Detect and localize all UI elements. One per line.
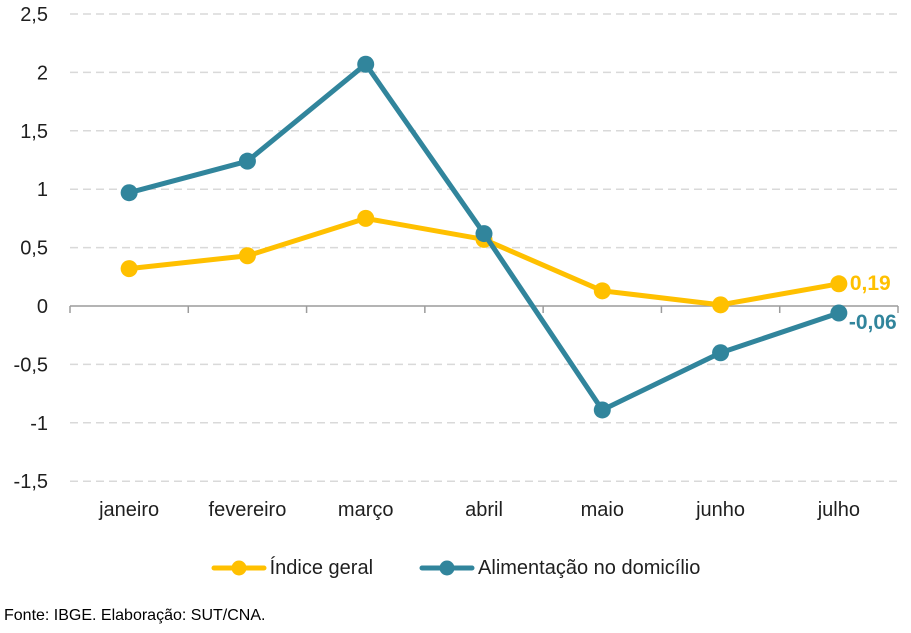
data-point	[357, 55, 375, 73]
chart-legend: Índice geral Alimentação no domicílio	[0, 555, 911, 581]
legend-marker-line-dot-icon	[211, 560, 267, 576]
y-axis-tick-label: 1	[37, 179, 48, 201]
x-axis-category-label: maio	[581, 499, 624, 521]
data-point	[712, 344, 730, 362]
x-axis-category-label: junho	[695, 499, 745, 521]
data-point	[593, 401, 611, 419]
y-axis-tick-label: 0	[37, 296, 48, 318]
data-point	[475, 225, 493, 243]
x-axis-category-label: fevereiro	[209, 499, 287, 521]
line-chart-plot-area: -1,5 -1 -0,5 0 0,5 1 1,5 2 2,5 janeiro fevereiro ma…	[14, 4, 899, 521]
data-point	[830, 275, 848, 293]
legend-marker-line-dot-icon	[419, 560, 475, 576]
data-point	[238, 247, 256, 265]
data-point	[120, 260, 138, 278]
data-point	[357, 209, 375, 227]
data-point	[238, 152, 256, 170]
y-axis-tick-label: 0,5	[20, 238, 48, 260]
data-point	[830, 304, 848, 322]
series-end-value-label: 0,19	[850, 272, 891, 295]
data-point	[120, 184, 138, 202]
y-axis-tick-label: -1	[30, 413, 48, 435]
y-axis-tick-label: -1,5	[14, 471, 48, 493]
series-end-value-label: -0,06	[849, 311, 897, 334]
x-axis-category-label: março	[338, 499, 394, 521]
legend-label-alimentacao-no-domicilio: Alimentação no domicílio	[478, 556, 701, 579]
data-point	[712, 296, 730, 314]
data-point	[593, 282, 611, 300]
y-axis-tick-label: 2	[37, 62, 48, 84]
y-axis-tick-label: 1,5	[20, 121, 48, 143]
x-axis-category-label: julho	[817, 499, 860, 521]
legend-label-indice-geral: Índice geral	[269, 556, 374, 579]
x-axis-category-label: abril	[465, 499, 503, 521]
y-axis-tick-label: -0,5	[14, 354, 48, 376]
x-axis-category-label: janeiro	[98, 499, 159, 521]
legend-item-alimentacao-no-domicilio: Alimentação no domicílio	[419, 557, 700, 580]
legend-item-indice-geral: Índice geral	[211, 557, 373, 580]
source-note: Fonte: IBGE. Elaboração: SUT/CNA.	[4, 607, 266, 624]
y-axis-tick-label: 2,5	[20, 4, 48, 26]
